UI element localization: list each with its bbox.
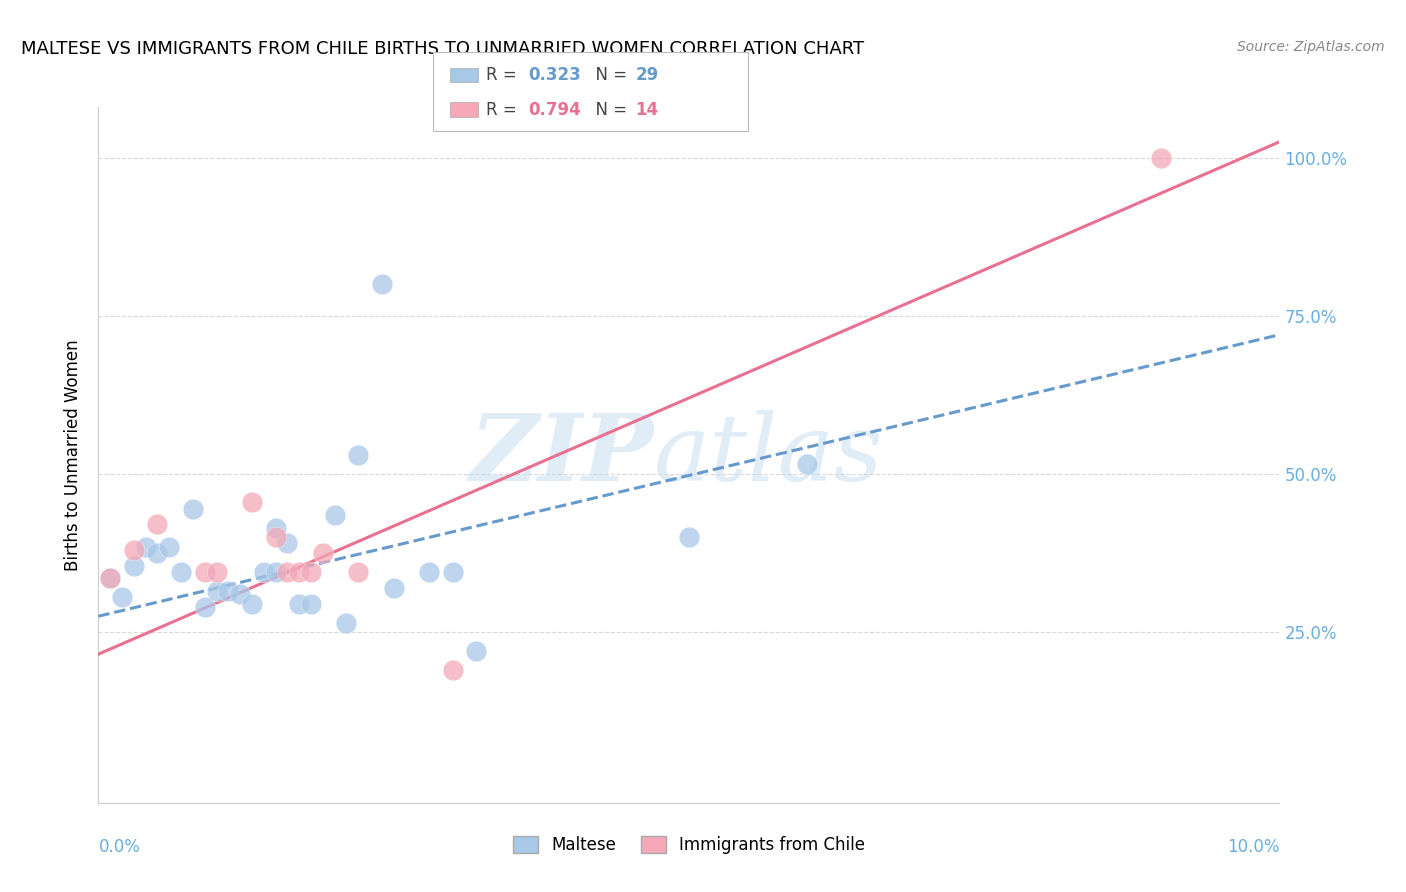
Point <box>194 599 217 614</box>
Point <box>347 448 370 462</box>
Text: MALTESE VS IMMIGRANTS FROM CHILE BIRTHS TO UNMARRIED WOMEN CORRELATION CHART: MALTESE VS IMMIGRANTS FROM CHILE BIRTHS … <box>21 40 865 58</box>
Point <box>240 495 263 509</box>
Text: 29: 29 <box>636 66 659 84</box>
Point <box>276 536 298 550</box>
Point <box>181 501 204 516</box>
Point <box>288 597 311 611</box>
Point <box>441 663 464 677</box>
Point <box>299 597 322 611</box>
Point <box>299 565 322 579</box>
Text: R =: R = <box>486 101 523 119</box>
Point <box>157 540 180 554</box>
Text: 0.0%: 0.0% <box>98 838 141 855</box>
Point <box>122 542 145 557</box>
Point <box>205 565 228 579</box>
Point <box>418 565 440 579</box>
Text: 10.0%: 10.0% <box>1227 838 1279 855</box>
Point <box>98 571 121 585</box>
Point <box>229 587 252 601</box>
Point <box>347 565 370 579</box>
Point <box>796 458 818 472</box>
Point <box>122 558 145 573</box>
Point <box>264 530 287 544</box>
Point <box>111 591 134 605</box>
Text: atlas: atlas <box>654 410 883 500</box>
Point <box>194 565 217 579</box>
Text: 0.323: 0.323 <box>529 66 582 84</box>
Point <box>382 581 405 595</box>
Text: 14: 14 <box>636 101 658 119</box>
Point <box>441 565 464 579</box>
Point <box>335 615 357 630</box>
Point <box>170 565 193 579</box>
Text: Source: ZipAtlas.com: Source: ZipAtlas.com <box>1237 40 1385 54</box>
Text: 0.794: 0.794 <box>529 101 582 119</box>
Point <box>264 565 287 579</box>
Point <box>323 508 346 522</box>
Point <box>678 530 700 544</box>
Point <box>146 546 169 560</box>
Y-axis label: Births to Unmarried Women: Births to Unmarried Women <box>65 339 83 571</box>
Text: ZIP: ZIP <box>470 410 654 500</box>
Point <box>465 644 488 658</box>
Text: N =: N = <box>585 101 633 119</box>
Text: N =: N = <box>585 66 633 84</box>
Point <box>288 565 311 579</box>
Point <box>1150 151 1173 165</box>
Point <box>135 540 157 554</box>
Text: R =: R = <box>486 66 523 84</box>
Point <box>253 565 276 579</box>
Legend: Maltese, Immigrants from Chile: Maltese, Immigrants from Chile <box>506 829 872 861</box>
Point <box>264 521 287 535</box>
Point <box>217 583 239 598</box>
Point <box>146 517 169 532</box>
Point <box>371 277 394 292</box>
Point <box>276 565 298 579</box>
Point <box>205 583 228 598</box>
Point <box>240 597 263 611</box>
Point <box>312 546 335 560</box>
Point <box>98 571 121 585</box>
